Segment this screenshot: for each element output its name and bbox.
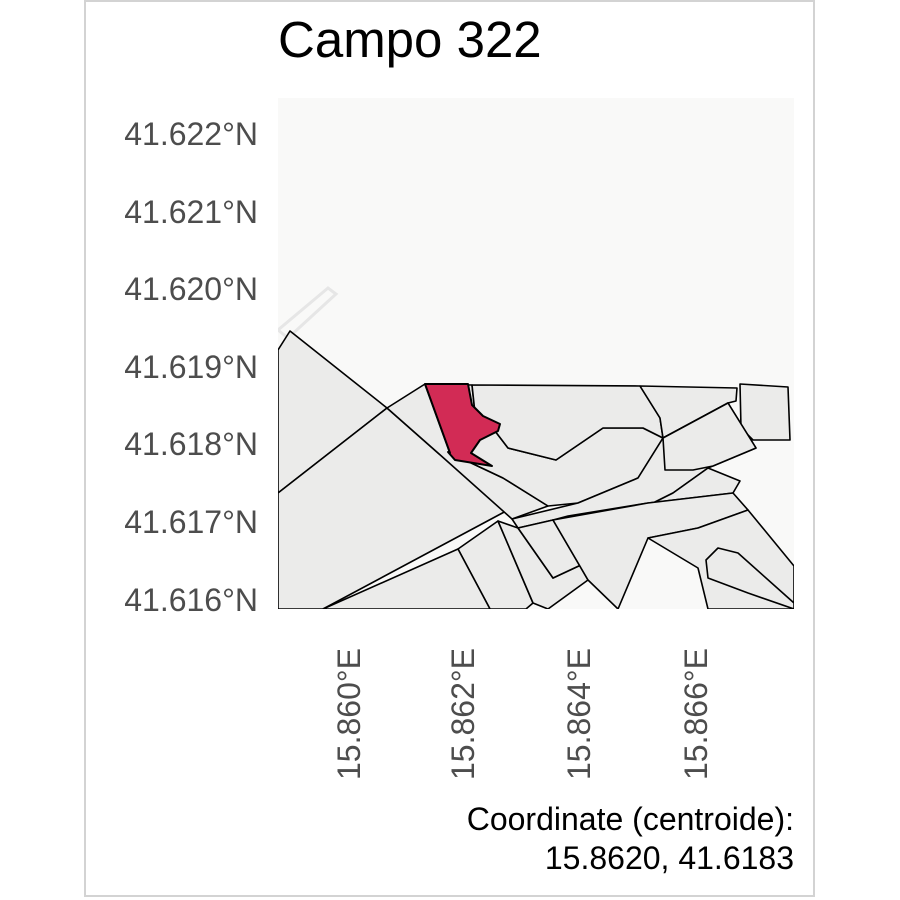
- parcel-east-mid[interactable]: [662, 402, 757, 471]
- road-ghost: [278, 286, 339, 340]
- caption-line-2: 15.8620, 41.6183: [544, 840, 794, 876]
- highlighted-parcel-campo-322[interactable]: [424, 383, 501, 467]
- y-tick-label: 41.622°N: [124, 116, 258, 152]
- y-tick-label: 41.616°N: [124, 582, 258, 618]
- caption-line-1: Coordinate (centroide):: [466, 801, 794, 837]
- y-tick-label: 41.618°N: [124, 426, 258, 462]
- x-tick-label: 15.866°E: [678, 647, 714, 780]
- map-panel[interactable]: [278, 98, 794, 609]
- y-tick-label: 41.620°N: [124, 271, 258, 307]
- y-tick-label: 41.619°N: [124, 349, 258, 385]
- centroid-caption: Coordinate (centroide): 15.8620, 41.6183: [467, 800, 794, 878]
- x-tick-label: 15.860°E: [331, 647, 367, 780]
- map-title: Campo 322: [278, 11, 542, 68]
- parcel-east-square[interactable]: [739, 383, 791, 441]
- y-tick-label: 41.617°N: [124, 504, 258, 540]
- x-tick-label: 15.864°E: [561, 647, 597, 780]
- parcel-southeast-ring[interactable]: [705, 547, 794, 609]
- y-tick-label: 41.621°N: [124, 194, 258, 230]
- parcel-far-southwest[interactable]: [322, 548, 491, 609]
- x-tick-label: 15.862°E: [445, 647, 481, 780]
